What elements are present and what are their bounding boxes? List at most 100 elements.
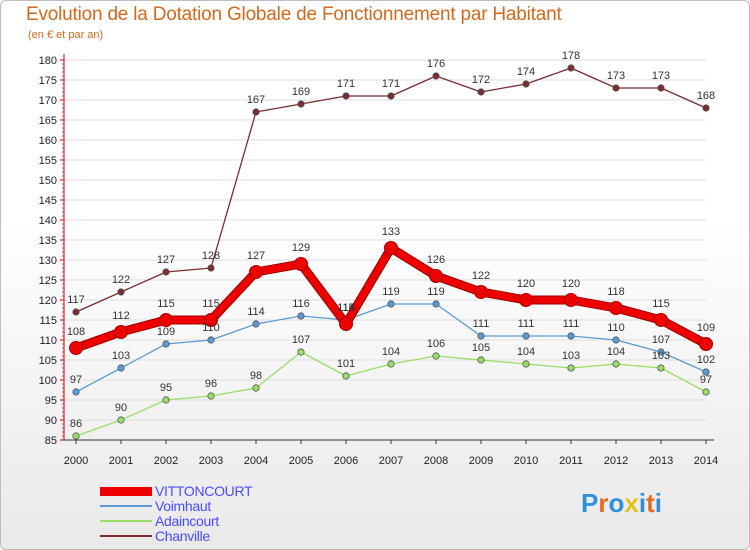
data-label: 104 [607,346,625,358]
data-point [477,88,485,96]
data-label: 115 [157,298,175,310]
data-label: 98 [250,370,262,382]
data-point [297,348,305,356]
data-label: 114 [247,306,265,318]
data-label: 109 [157,326,175,338]
data-label: 127 [157,254,175,266]
y-tick-label: 145 [39,195,57,207]
y-tick-label: 165 [39,115,57,127]
data-point [522,80,530,88]
data-label: 128 [202,250,220,262]
data-point [387,360,395,368]
x-tick-label: 2003 [199,455,223,467]
y-tick-label: 100 [39,375,57,387]
data-label: 122 [112,274,130,286]
legend-item-adaincourt: Adaincourt [100,514,400,528]
data-point [429,269,443,283]
data-point [657,364,665,372]
data-label: 110 [607,322,625,334]
data-point [252,320,260,328]
data-point [657,84,665,92]
data-point [702,368,710,376]
y-tick-label: 150 [39,175,57,187]
legend-item-voimhaut: Voimhaut [100,499,400,513]
data-point [432,72,440,80]
data-point [387,92,395,100]
legend-item-chanville: Chanville [100,529,400,543]
data-label: 101 [337,358,355,370]
x-tick-label: 2011 [559,455,583,467]
data-label: 90 [115,402,127,414]
x-tick-label: 2000 [64,455,88,467]
x-tick-label: 2009 [469,455,493,467]
data-label: 108 [67,326,85,338]
data-point [117,364,125,372]
data-point [387,300,395,308]
data-label: 104 [517,346,535,358]
data-label: 127 [247,250,265,262]
x-tick-label: 2010 [514,455,538,467]
data-label: 114 [337,302,355,314]
data-label: 107 [652,334,670,346]
data-point [72,432,80,440]
data-point [204,313,218,327]
y-tick-label: 95 [45,395,57,407]
x-tick-label: 2002 [154,455,178,467]
data-point [564,293,578,307]
data-point [117,288,125,296]
data-label: 109 [697,322,715,334]
data-label: 119 [382,286,400,298]
data-label: 117 [67,294,85,306]
data-label: 95 [160,382,172,394]
data-label: 176 [427,58,445,70]
data-point [72,308,80,316]
y-tick-label: 135 [39,235,57,247]
x-tick-label: 2001 [109,455,133,467]
data-point [117,416,125,424]
logo-letter: i [654,488,662,518]
data-point [609,301,623,315]
data-label: 104 [382,346,400,358]
data-point [432,352,440,360]
data-point [162,268,170,276]
x-tick-label: 2014 [694,455,718,467]
y-tick-label: 110 [39,335,57,347]
data-point [252,108,260,116]
data-label: 168 [697,90,715,102]
x-tick-label: 2005 [289,455,313,467]
data-point [339,317,353,331]
data-label: 97 [70,374,82,386]
data-point [294,257,308,271]
data-point [342,92,350,100]
x-tick-label: 2004 [244,455,268,467]
data-label: 118 [607,286,625,298]
data-point [699,337,713,351]
data-label: 174 [517,66,535,78]
data-label: 173 [652,70,670,82]
logo-letter: x [624,488,639,518]
y-tick-label: 140 [39,215,57,227]
data-point [612,336,620,344]
data-label: 105 [472,342,490,354]
data-point [297,312,305,320]
data-label: 103 [112,350,130,362]
data-point [477,356,485,364]
data-point [72,388,80,396]
data-point [207,336,215,344]
data-label: 111 [563,318,580,330]
data-label: 129 [292,242,310,254]
logo-letter: r [598,488,609,518]
chart-subtitle: (en € et par an) [28,29,104,41]
data-point [522,332,530,340]
data-label: 115 [202,298,220,310]
logo-letter: t [646,488,655,518]
data-label: 171 [382,78,400,90]
data-label: 107 [292,334,310,346]
legend-swatch-adaincourt [100,520,152,522]
data-point [702,104,710,112]
y-tick-label: 170 [39,95,57,107]
data-label: 167 [247,94,265,106]
data-point [384,241,398,255]
data-point [477,332,485,340]
